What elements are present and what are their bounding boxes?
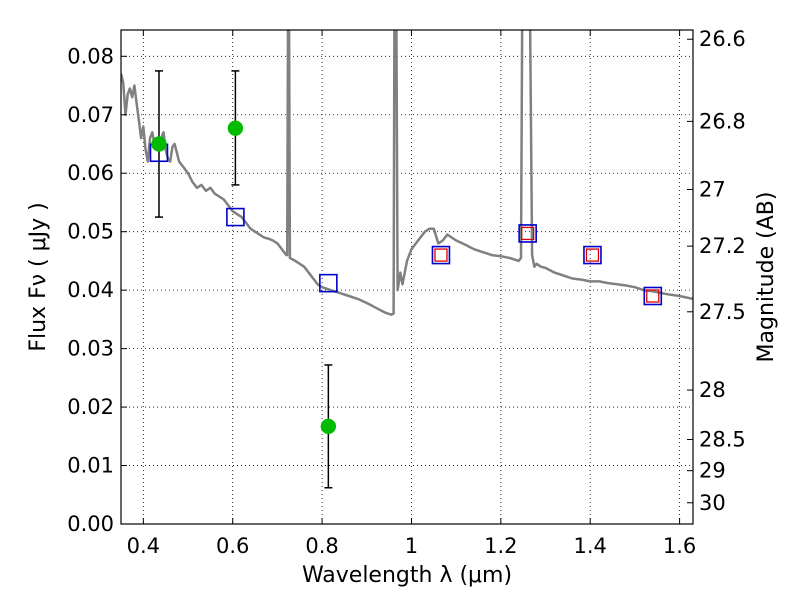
model-square-marker [226,207,245,227]
y2-tick-label: 29 [699,459,726,483]
nir-square-marker [646,289,660,303]
observed-point [227,120,244,136]
y-tick-label: 0.03 [67,337,114,361]
y-tick-label: 0.06 [67,161,114,185]
axes-frame [120,29,694,525]
y2-tick-label: 28.5 [699,428,746,452]
observed-point [151,136,167,152]
y-tick-label: 0.08 [67,44,114,68]
y2-tick-label: 27.5 [699,300,746,324]
y-tick-label: 0.05 [67,220,114,244]
model-square-marker [319,273,338,293]
y2-tick-label: 27.2 [699,234,746,258]
y2-axis-label: Magnitude (AB) [754,192,779,363]
model-square-marker [518,224,537,243]
x-tick-label: 1 [405,534,418,558]
nir-square-marker [434,248,448,262]
x-axis-label: Wavelength λ (μm) [302,563,512,588]
y-axis-label: Flux Fν ( μJy ) [26,202,51,351]
x-tick-label: 1.4 [574,534,607,558]
y2-tick-label: 26.6 [699,27,746,51]
x-tick-label: 0.8 [305,534,338,558]
y-tick-label: 0.02 [67,395,114,419]
model-square-marker [431,245,451,265]
y2-tick-label: 30 [699,491,726,515]
plot-area [121,30,693,489]
y-tick-label: 0.00 [67,512,114,536]
model-square-marker [583,245,602,265]
tick-labels: 0.4 0.6 0.8 1 1.2 1.4 1.6 0.00 0.01 0.02 0.03 0.04 0… [67,27,746,558]
y2-tick-label: 26.8 [699,109,746,133]
y2-tick-label: 28 [699,378,726,402]
model-square-marker [643,286,663,306]
x-tick-label: 0.6 [216,534,249,558]
x-tick-label: 1.6 [663,534,696,558]
nir-square-marker [521,226,535,241]
observed-point [320,418,337,435]
x-tick-label: 0.4 [127,534,160,558]
plot-series [121,30,693,489]
y-tick-label: 0.04 [67,278,114,302]
y-tick-label: 0.01 [67,454,114,478]
nir-square-marker [585,248,600,262]
ticks [121,30,693,525]
y-tick-label: 0.07 [67,103,114,127]
y2-tick-label: 27 [699,177,726,201]
x-tick-label: 1.2 [484,534,517,558]
